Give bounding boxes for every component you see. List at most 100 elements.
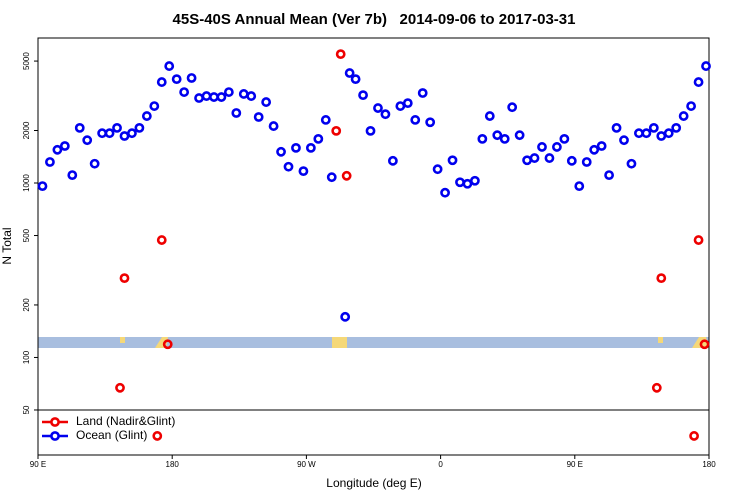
point	[596, 141, 607, 151]
x-tick-label: 90 W	[297, 460, 316, 469]
x-tick-label: 0	[438, 460, 443, 469]
land-patch	[332, 337, 347, 348]
point	[89, 158, 100, 169]
point	[74, 122, 85, 133]
y-axis-label: N Total	[0, 227, 14, 264]
point	[112, 122, 122, 133]
point	[701, 61, 711, 71]
point	[253, 112, 264, 122]
point	[152, 431, 163, 441]
x-axis-label: Longitude (deg E)	[326, 476, 421, 490]
point	[119, 273, 130, 284]
point	[340, 311, 351, 322]
point	[134, 122, 145, 133]
point	[387, 155, 398, 166]
ocean-band	[38, 337, 709, 348]
point	[656, 273, 667, 284]
point	[59, 141, 70, 151]
point	[559, 133, 570, 144]
point	[344, 68, 355, 78]
point	[440, 187, 450, 198]
point	[365, 125, 376, 136]
point	[699, 339, 710, 350]
point	[589, 144, 600, 155]
marks	[37, 49, 711, 441]
point	[395, 101, 406, 111]
point	[469, 175, 480, 186]
point	[492, 130, 503, 141]
legend-marker	[50, 431, 60, 441]
point	[634, 128, 644, 139]
point	[611, 122, 622, 133]
point	[651, 382, 662, 393]
point	[164, 61, 175, 71]
point	[298, 166, 309, 177]
point	[231, 108, 242, 118]
point	[320, 115, 331, 125]
point	[689, 431, 699, 441]
point	[52, 144, 63, 155]
point	[648, 122, 659, 133]
point	[268, 121, 279, 131]
point	[45, 157, 55, 167]
point	[462, 178, 473, 189]
point	[663, 128, 674, 139]
y-tick-label: 100	[22, 350, 31, 364]
point	[276, 146, 286, 157]
x-tick-label: 180	[166, 460, 180, 469]
point	[671, 122, 682, 133]
chart-title: 45S-40S Annual Mean (Ver 7b) 2014-09-06 …	[173, 11, 576, 28]
y-tick-label: 50	[22, 405, 31, 414]
point	[97, 128, 108, 139]
point	[619, 135, 629, 146]
x-tick-label: 90 E	[567, 460, 583, 469]
point	[162, 339, 173, 350]
point	[686, 101, 697, 111]
point	[410, 115, 421, 125]
point	[484, 111, 495, 121]
point	[115, 382, 125, 393]
point	[656, 131, 667, 141]
plot-frame	[37, 37, 710, 456]
point	[678, 111, 689, 121]
point	[194, 93, 204, 103]
point	[350, 74, 361, 85]
point	[141, 111, 152, 121]
surface-band	[38, 337, 709, 348]
point	[693, 235, 704, 245]
point	[417, 88, 428, 98]
point	[566, 155, 577, 166]
point	[261, 97, 272, 107]
point	[402, 98, 413, 109]
point	[326, 172, 337, 183]
point	[179, 87, 190, 97]
y-tick-label: 2000	[22, 121, 31, 139]
point	[209, 92, 219, 102]
y-tick-label: 1000	[22, 174, 31, 192]
point	[537, 142, 547, 152]
point	[238, 89, 249, 99]
point	[432, 164, 443, 175]
point	[67, 170, 78, 181]
point	[581, 157, 592, 167]
point	[544, 153, 555, 163]
point	[156, 77, 167, 87]
y-tick-label: 200	[22, 298, 31, 312]
point	[447, 155, 458, 166]
point	[499, 133, 510, 144]
y-tick-label: 5000	[22, 52, 31, 70]
legend-label: Ocean (Glint)	[76, 428, 147, 442]
point	[455, 177, 465, 188]
point	[522, 155, 532, 166]
point	[313, 133, 324, 144]
point	[574, 181, 585, 192]
point	[626, 158, 637, 169]
y-tick-label: 500	[22, 228, 31, 242]
point	[246, 91, 257, 101]
point	[529, 153, 540, 163]
point	[127, 128, 137, 139]
legend-marker	[50, 417, 60, 427]
point	[335, 49, 346, 60]
point	[223, 87, 234, 97]
